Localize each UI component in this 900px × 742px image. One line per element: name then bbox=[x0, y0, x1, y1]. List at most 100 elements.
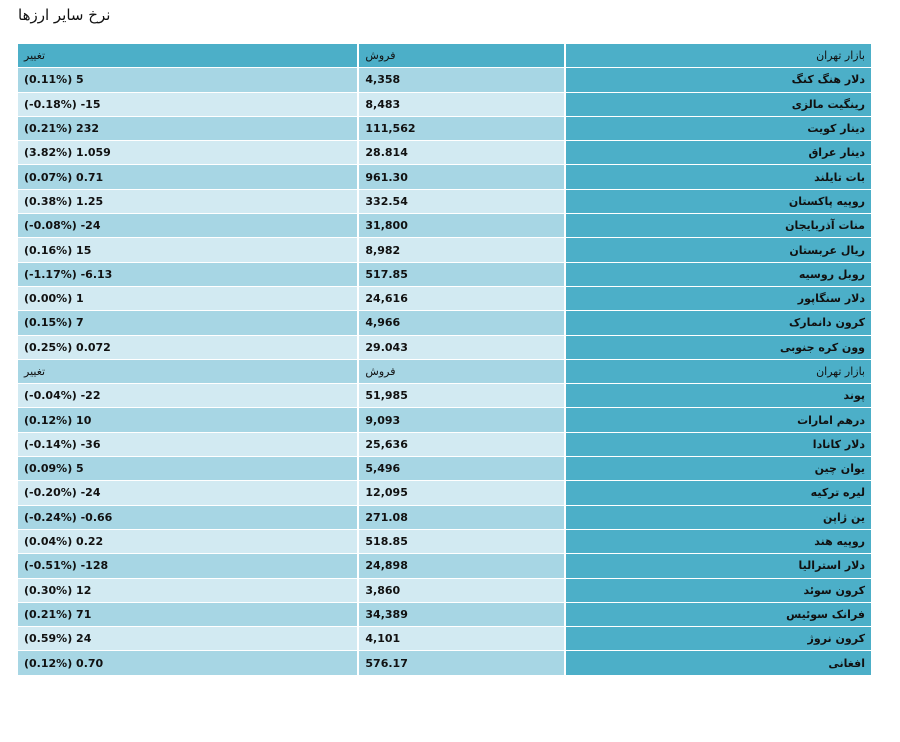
currency-rates-table: بازار تهران فروش تغییر دلار هنگ کنگ 4,358… bbox=[16, 43, 873, 676]
table-header-row: بازار تهران فروش تغییر bbox=[18, 44, 871, 68]
price-change: (-0.51%) -128 bbox=[18, 554, 358, 578]
table-row: روبل روسیه 517.85 (-1.17%) -6.13 bbox=[18, 262, 871, 286]
price-change: (0.38%) 1.25 bbox=[18, 189, 358, 214]
price-change: (0.21%) 71 bbox=[18, 602, 358, 627]
sell-price: 517.85 bbox=[359, 262, 564, 286]
sell-price: 271.08 bbox=[359, 505, 564, 529]
price-change-value: (0.11%) 5 bbox=[24, 73, 84, 87]
sell-price: 4,966 bbox=[359, 311, 564, 335]
sell-price: 24,898 bbox=[359, 554, 564, 578]
price-change: (0.15%) 7 bbox=[18, 311, 358, 335]
header-market: بازار تهران bbox=[565, 44, 871, 68]
currency-name: کرون سوئد bbox=[565, 578, 871, 602]
table-row: ین ژاپن 271.08 (-0.24%) -0.66 bbox=[18, 505, 871, 529]
table-row: لیره ترکیه 12,095 (-0.20%) -24 bbox=[18, 481, 871, 505]
table-row: بات تایلند 961.30 (0.07%) 0.71 bbox=[18, 165, 871, 189]
table-row: رینگیت مالزی 8,483 (-0.18%) -15 bbox=[18, 92, 871, 116]
table-row: درهم امارات 9,093 (0.12%) 10 bbox=[18, 408, 871, 432]
table-row: دلار هنگ کنگ 4,358 (0.11%) 5 bbox=[18, 68, 871, 92]
price-change-value: (0.38%) 1.25 bbox=[24, 194, 104, 208]
sell-price: 8,982 bbox=[359, 238, 564, 262]
currency-name: منات آذربایجان bbox=[565, 214, 871, 238]
table-row: افغانی 576.17 (0.12%) 0.70 bbox=[18, 651, 871, 675]
page-title: نرخ سایر ارزها bbox=[18, 6, 111, 24]
currency-name: یوان چین bbox=[565, 457, 871, 481]
currency-name: دلار سنگاپور bbox=[565, 286, 871, 311]
sell-price: 12,095 bbox=[359, 481, 564, 505]
header-change: تغییر bbox=[18, 44, 358, 68]
currency-name: ین ژاپن bbox=[565, 505, 871, 529]
currency-name: بات تایلند bbox=[565, 165, 871, 189]
table-row: کرون دانمارک 4,966 (0.15%) 7 bbox=[18, 311, 871, 335]
sell-price: 4,358 bbox=[359, 68, 564, 92]
price-change-value: (0.04%) 0.22 bbox=[24, 535, 104, 549]
sell-price: 111,562 bbox=[359, 116, 564, 141]
sell-price: 518.85 bbox=[359, 529, 564, 554]
price-change: (0.07%) 0.71 bbox=[18, 165, 358, 189]
currency-name: رینگیت مالزی bbox=[565, 92, 871, 116]
price-change: (0.12%) 10 bbox=[18, 408, 358, 432]
currency-name: دینار کویت bbox=[565, 116, 871, 141]
sell-price: 31,800 bbox=[359, 214, 564, 238]
sell-price: 9,093 bbox=[359, 408, 564, 432]
price-change: (0.04%) 0.22 bbox=[18, 529, 358, 554]
price-change-value: (3.82%) 1.059 bbox=[24, 146, 111, 160]
price-change-value: (0.12%) 0.70 bbox=[24, 656, 104, 670]
currency-name: دلار هنگ کنگ bbox=[565, 68, 871, 92]
price-change: (0.00%) 1 bbox=[18, 286, 358, 311]
header-market: بازار تهران bbox=[565, 359, 871, 384]
header-sell: فروش bbox=[359, 44, 564, 68]
table-row: منات آذربایجان 31,800 (-0.08%) -24 bbox=[18, 214, 871, 238]
price-change: (0.25%) 0.072 bbox=[18, 335, 358, 359]
currency-name: روپیه پاکستان bbox=[565, 189, 871, 214]
currency-name: پوند bbox=[565, 384, 871, 408]
table-row: دلار سنگاپور 24,616 (0.00%) 1 bbox=[18, 286, 871, 311]
currency-name: لیره ترکیه bbox=[565, 481, 871, 505]
price-change: (-0.20%) -24 bbox=[18, 481, 358, 505]
price-change: (0.16%) 15 bbox=[18, 238, 358, 262]
price-change-value: (0.30%) 12 bbox=[24, 583, 92, 597]
sell-price: 28.814 bbox=[359, 141, 564, 165]
price-change-value: (0.12%) 10 bbox=[24, 413, 92, 427]
price-change-value: (0.25%) 0.072 bbox=[24, 340, 111, 354]
table-subheader-row: بازار تهران فروش تغییر bbox=[18, 359, 871, 384]
currency-name: فرانک سوئیس bbox=[565, 602, 871, 627]
price-change: (3.82%) 1.059 bbox=[18, 141, 358, 165]
currency-name: کرون دانمارک bbox=[565, 311, 871, 335]
sell-price: 29.043 bbox=[359, 335, 564, 359]
currency-name: روپیه هند bbox=[565, 529, 871, 554]
table-row: روپیه پاکستان 332.54 (0.38%) 1.25 bbox=[18, 189, 871, 214]
table-row: دلار استرالیا 24,898 (-0.51%) -128 bbox=[18, 554, 871, 578]
header-change: تغییر bbox=[18, 359, 358, 384]
price-change: (0.11%) 5 bbox=[18, 68, 358, 92]
sell-price: 34,389 bbox=[359, 602, 564, 627]
price-change: (0.30%) 12 bbox=[18, 578, 358, 602]
sell-price: 3,860 bbox=[359, 578, 564, 602]
header-sell: فروش bbox=[359, 359, 564, 384]
price-change: (-0.24%) -0.66 bbox=[18, 505, 358, 529]
price-change: (0.21%) 232 bbox=[18, 116, 358, 141]
table-row: دینار عراق 28.814 (3.82%) 1.059 bbox=[18, 141, 871, 165]
price-change-value: (-0.08%) -24 bbox=[24, 219, 101, 233]
table-row: ریال عربستان 8,982 (0.16%) 15 bbox=[18, 238, 871, 262]
currency-name: دینار عراق bbox=[565, 141, 871, 165]
currency-name: دلار کانادا bbox=[565, 432, 871, 457]
currency-name: وون کره جنوبی bbox=[565, 335, 871, 359]
currency-name: روبل روسیه bbox=[565, 262, 871, 286]
price-change-value: (-0.24%) -0.66 bbox=[24, 510, 113, 524]
price-change: (0.59%) 24 bbox=[18, 627, 358, 651]
sell-price: 25,636 bbox=[359, 432, 564, 457]
price-change-value: (0.21%) 71 bbox=[24, 607, 92, 621]
table-row: وون کره جنوبی 29.043 (0.25%) 0.072 bbox=[18, 335, 871, 359]
price-change-value: (-0.20%) -24 bbox=[24, 486, 101, 500]
price-change: (-0.08%) -24 bbox=[18, 214, 358, 238]
currency-name: ریال عربستان bbox=[565, 238, 871, 262]
table-row: کرون نروژ 4,101 (0.59%) 24 bbox=[18, 627, 871, 651]
price-change-value: (-0.51%) -128 bbox=[24, 559, 109, 573]
price-change: (-0.18%) -15 bbox=[18, 92, 358, 116]
sell-price: 24,616 bbox=[359, 286, 564, 311]
currency-name: دلار استرالیا bbox=[565, 554, 871, 578]
price-change-value: (-0.18%) -15 bbox=[24, 97, 101, 111]
table-row: روپیه هند 518.85 (0.04%) 0.22 bbox=[18, 529, 871, 554]
price-change-value: (0.16%) 15 bbox=[24, 243, 92, 257]
